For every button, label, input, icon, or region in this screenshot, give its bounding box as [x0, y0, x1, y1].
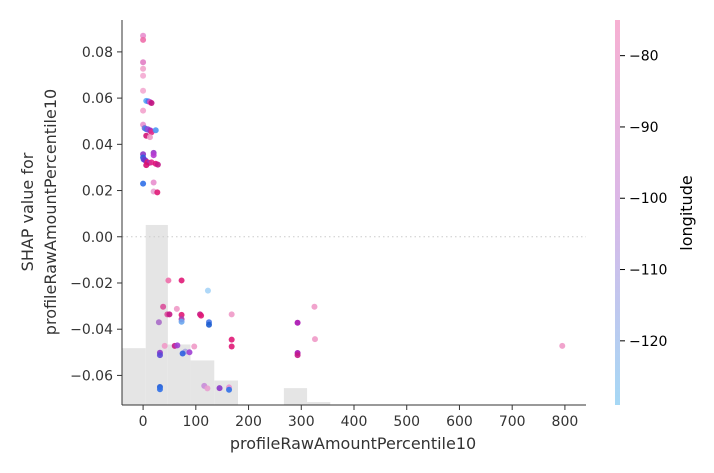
data-point	[294, 319, 301, 326]
x-tick-label: 200	[235, 414, 262, 430]
data-point	[206, 321, 212, 328]
data-point	[204, 287, 211, 294]
data-point	[173, 305, 180, 312]
data-point	[156, 352, 163, 359]
data-point	[140, 180, 147, 187]
data-point	[140, 36, 147, 43]
y-tick-label: 0.02	[82, 184, 113, 200]
data-point	[155, 319, 162, 326]
data-point	[216, 385, 223, 392]
data-point	[154, 189, 161, 196]
data-point	[174, 342, 181, 349]
y-tick-label: 0.04	[82, 137, 113, 153]
data-point	[165, 277, 172, 284]
data-point	[148, 99, 155, 106]
data-point	[160, 303, 167, 310]
data-point	[178, 277, 185, 284]
x-tick-label: 300	[288, 414, 315, 430]
scatter-points	[140, 32, 566, 393]
colorbar	[615, 20, 620, 405]
data-point	[228, 336, 235, 343]
data-point	[140, 65, 147, 72]
x-tick-label: 100	[182, 414, 209, 430]
data-point	[559, 342, 566, 349]
data-point	[150, 152, 157, 159]
x-tick-label: 500	[393, 414, 420, 430]
colorbar-tick-label: −120	[629, 334, 667, 350]
axes: 0 100 200 300 400 500 600 700 800 −0.06 −0.04 −0.02…	[70, 20, 586, 430]
colorbar-label: longitude	[677, 175, 696, 250]
histogram-bar	[122, 348, 146, 405]
data-point	[228, 343, 235, 350]
y-tick-label: 0.00	[82, 230, 113, 246]
data-point	[146, 134, 153, 141]
data-point	[140, 32, 147, 39]
histogram-bar	[307, 401, 331, 405]
x-tick-label: 400	[341, 414, 368, 430]
data-point	[140, 87, 147, 94]
y-axis-label-line-2: profileRawAmountPercentile10	[41, 89, 60, 335]
y-tick-label: −0.02	[70, 276, 113, 292]
y-tick-label: 0.06	[82, 91, 113, 107]
data-point	[228, 311, 235, 318]
data-point	[140, 72, 147, 79]
histogram-bar	[214, 380, 238, 405]
y-tick-label: −0.06	[70, 368, 113, 384]
data-point	[179, 350, 186, 357]
data-point	[311, 303, 318, 310]
data-point	[186, 349, 193, 356]
data-point	[198, 312, 205, 319]
data-point	[152, 127, 159, 134]
data-point	[204, 385, 211, 392]
histogram-bar	[167, 344, 191, 405]
histogram-bar	[283, 388, 308, 405]
data-point	[140, 59, 147, 66]
data-point	[166, 311, 173, 318]
x-axis-label: profileRawAmountPercentile10	[230, 434, 476, 453]
colorbar-tick-label: −100	[629, 191, 667, 207]
x-tick-label: 700	[499, 414, 526, 430]
data-point	[143, 162, 150, 169]
data-point	[161, 342, 168, 349]
data-point	[294, 352, 301, 359]
x-tick-label: 800	[552, 414, 579, 430]
y-axis-label-line-1: SHAP value for	[18, 152, 37, 271]
colorbar-ticks: −80 −90 −100 −110 −120	[620, 49, 667, 350]
x-tick-label: 0	[139, 414, 148, 430]
data-point	[191, 343, 198, 350]
data-point	[178, 311, 185, 318]
data-point	[178, 318, 185, 325]
data-point	[154, 161, 161, 168]
colorbar-tick-label: −110	[629, 263, 667, 279]
colorbar-tick-label: −90	[629, 120, 659, 136]
y-tick-label: −0.04	[70, 322, 113, 338]
data-point	[150, 179, 157, 186]
data-point	[311, 336, 318, 343]
data-point	[226, 386, 233, 393]
histogram-bar	[190, 360, 215, 405]
histogram-layer	[122, 224, 331, 405]
colorbar-tick-label: −80	[629, 49, 659, 65]
x-tick-label: 600	[446, 414, 473, 430]
histogram-bar	[145, 224, 168, 405]
y-tick-label: 0.08	[82, 45, 113, 61]
data-point	[140, 107, 147, 114]
data-point	[156, 386, 163, 393]
